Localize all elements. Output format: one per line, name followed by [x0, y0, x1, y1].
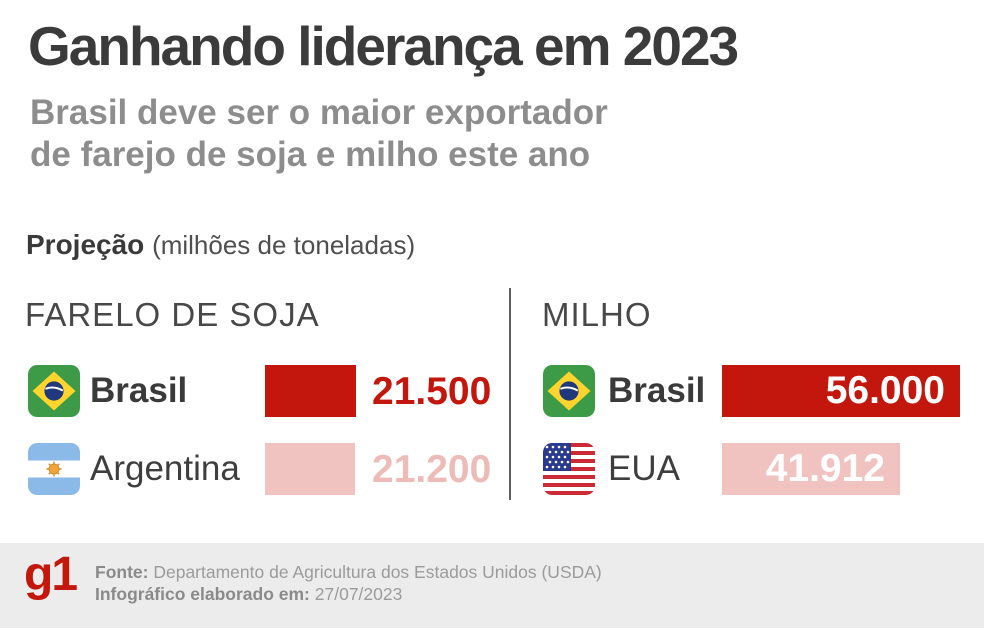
date-text: 27/07/2023: [314, 584, 403, 604]
projection-label: Projeção: [26, 229, 145, 260]
bar-milho-brasil: 56.000: [722, 365, 960, 417]
bar-value-milho-brasil: 56.000: [825, 369, 945, 412]
country-label: EUA: [608, 449, 680, 488]
source-text: Departamento de Agricultura dos Estados …: [153, 562, 602, 582]
g1-logo: g1: [24, 548, 78, 601]
subtitle: Brasil deve ser o maior exportador de fa…: [30, 92, 608, 176]
country-label: Brasil: [608, 371, 706, 410]
bar-farelo-brasil: [265, 365, 356, 417]
brazil-flag-icon: [543, 365, 595, 417]
bar-value-milho-eua: 41.912: [765, 447, 885, 490]
usa-flag-icon: [543, 443, 595, 495]
projection-unit: (milhões de toneladas): [152, 230, 416, 260]
section-title-farelo-de-soja: FARELO DE SOJA: [25, 296, 320, 333]
bar-value-farelo-argentina: 21.200: [372, 448, 492, 491]
subtitle-line-2: de farejo de soja e milho este ano: [30, 135, 591, 174]
date-label: Infográfico elaborado em:: [95, 584, 310, 604]
subtitle-line-1: Brasil deve ser o maior exportador: [30, 93, 608, 132]
brazil-flag-icon: [28, 365, 80, 417]
bar-milho-eua: 41.912: [722, 443, 900, 495]
footer: g1 Fonte: Departamento de Agricultura do…: [0, 543, 984, 628]
bar-farelo-argentina: [265, 443, 355, 495]
country-label: Brasil: [90, 371, 188, 410]
projection-heading: Projeção (milhões de toneladas): [26, 229, 415, 261]
page-title: Ganhando liderança em 2023: [28, 15, 739, 77]
country-label: Argentina: [90, 449, 240, 488]
argentina-flag-icon: [28, 443, 80, 495]
vertical-divider: [509, 288, 511, 500]
source-label: Fonte:: [95, 562, 149, 582]
section-title-milho: MILHO: [542, 296, 652, 333]
bar-value-farelo-brasil: 21.500: [372, 370, 492, 413]
footer-credits: Fonte: Departamento de Agricultura dos E…: [95, 561, 602, 605]
